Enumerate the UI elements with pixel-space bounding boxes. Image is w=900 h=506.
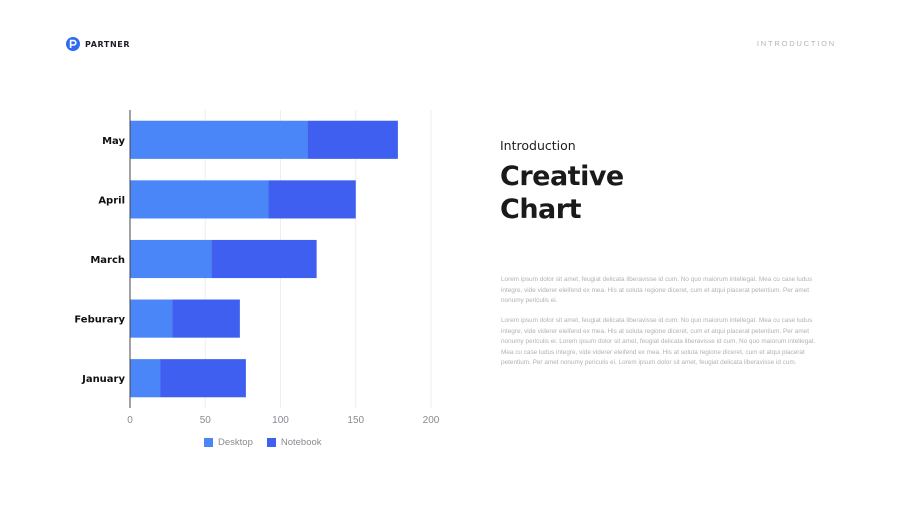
section-label: INTRODUCTION (756, 39, 836, 48)
bar-notebook-april (268, 180, 356, 219)
title-line-1: Creative (500, 161, 624, 192)
partner-p-logo-icon (66, 37, 80, 51)
legend-label-notebook: Notebook (280, 437, 322, 448)
y-category-label-january: January (81, 374, 125, 385)
brand-name: PARTNER (85, 39, 131, 49)
bar-desktop-january (130, 359, 161, 398)
chart-bars (130, 120, 398, 398)
x-tick-label-50: 50 (200, 415, 212, 426)
bar-notebook-feburary (172, 299, 240, 338)
bar-notebook-march (211, 239, 317, 279)
y-category-label-april: April (98, 195, 125, 206)
legend-swatch-desktop (204, 438, 213, 447)
bar-notebook-may (307, 120, 398, 159)
body-paragraph-2: Lorem ipsum dolor sit amet, feugiat deli… (501, 317, 816, 367)
chart-legend: Desktop Notebook (204, 437, 322, 448)
x-tick-label-0: 0 (127, 415, 133, 426)
x-tick-label-200: 200 (423, 415, 440, 426)
x-tick-label-100: 100 (272, 415, 289, 426)
legend-swatch-notebook (266, 438, 276, 447)
x-tick-label-150: 150 (347, 415, 364, 426)
stacked-bar-chart: 0 50 100 150 200 May April March Feburary January (74, 110, 440, 426)
bar-desktop-march (130, 239, 212, 279)
legend-label-desktop: Desktop (218, 437, 253, 448)
legend-item-notebook: Notebook (266, 437, 322, 448)
bar-desktop-feburary (130, 299, 173, 338)
page-title: Creative Chart (500, 160, 624, 226)
legend-item-desktop: Desktop (204, 437, 253, 448)
body-paragraph-1: Lorem ipsum dolor sit amet, feugiat deli… (501, 276, 813, 305)
y-category-label-feburary: Feburary (74, 315, 125, 326)
y-category-label-march: March (90, 255, 125, 266)
bar-desktop-may (130, 120, 308, 159)
title-line-2: Chart (500, 194, 581, 225)
bar-notebook-january (160, 359, 246, 398)
bar-desktop-april (130, 180, 269, 219)
y-category-label-may: May (102, 136, 125, 147)
kicker-text: Introduction (500, 138, 576, 153)
brand-logo: PARTNER (66, 37, 130, 51)
chart-labels: 0 50 100 150 200 May April March Feburary January (74, 136, 439, 426)
